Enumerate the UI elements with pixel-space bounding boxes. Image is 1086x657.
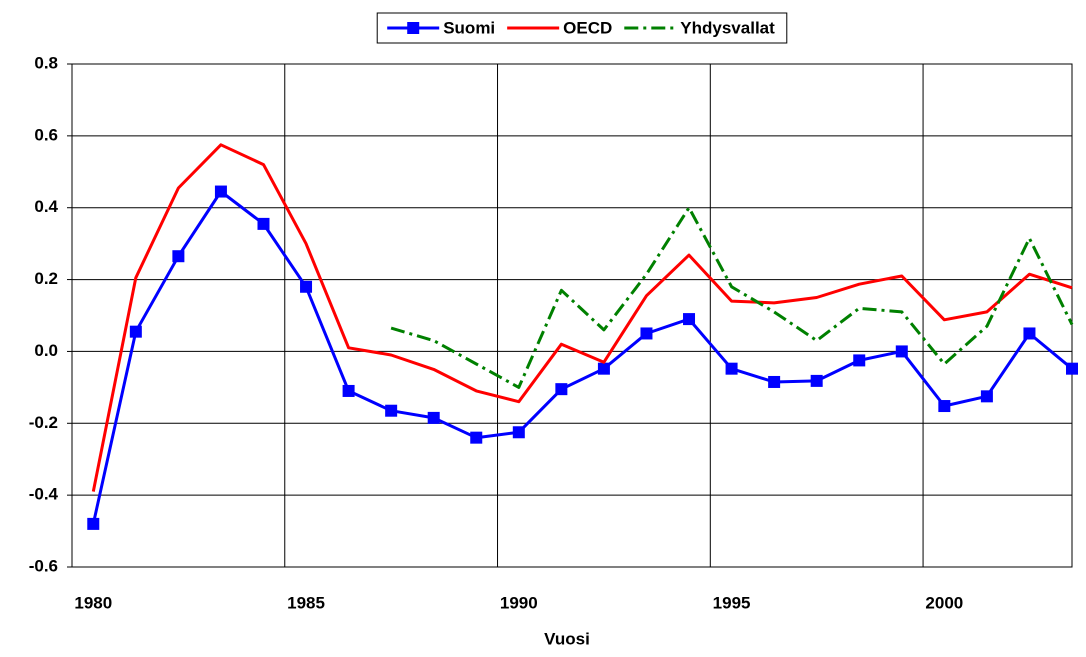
- legend-label: Yhdysvallat: [680, 18, 775, 37]
- x-axis-label: Vuosi: [544, 629, 590, 648]
- marker: [980, 390, 993, 403]
- marker: [470, 431, 483, 444]
- x-tick-label: 1995: [713, 593, 751, 612]
- x-tick-label: 1985: [287, 593, 325, 612]
- marker: [87, 517, 100, 530]
- x-tick-label: 1980: [74, 593, 112, 612]
- marker: [129, 325, 142, 338]
- y-tick-label: 0.6: [34, 125, 58, 144]
- marker: [853, 354, 866, 367]
- x-tick-label: 1990: [500, 593, 538, 612]
- marker: [342, 384, 355, 397]
- marker: [385, 404, 398, 417]
- y-tick-label: 0.2: [34, 269, 58, 288]
- marker: [725, 362, 738, 375]
- y-tick-label: -0.2: [29, 413, 58, 432]
- marker: [1023, 327, 1036, 340]
- legend-box: [376, 12, 788, 44]
- marker: [683, 313, 696, 326]
- legend: Suomi OECD Yhdysvallat: [376, 12, 788, 44]
- marker: [640, 327, 653, 340]
- legend-marker: [407, 22, 420, 34]
- marker: [427, 411, 440, 424]
- series-line: [390, 206, 1074, 389]
- marker: [214, 185, 227, 198]
- marker: [555, 383, 568, 396]
- y-tick-label: 0.0: [34, 341, 58, 360]
- legend-label: Suomi: [443, 18, 495, 37]
- marker: [512, 426, 525, 439]
- marker: [810, 374, 823, 387]
- y-tick-label: 0.8: [34, 53, 58, 72]
- marker: [895, 345, 908, 358]
- marker: [257, 217, 270, 230]
- marker: [938, 400, 951, 413]
- marker: [597, 362, 610, 375]
- y-tick-label: 0.4: [34, 197, 58, 216]
- marker: [1066, 362, 1078, 375]
- marker: [172, 250, 185, 263]
- plot-area: [71, 63, 1073, 568]
- y-tick-label: -0.6: [29, 556, 58, 575]
- y-tick-label: -0.4: [29, 485, 59, 504]
- series-line: [91, 143, 1073, 492]
- marker: [768, 375, 781, 388]
- series-line: [91, 190, 1073, 525]
- x-tick-label: 2000: [925, 593, 963, 612]
- marker: [300, 280, 313, 293]
- legend-label: OECD: [563, 18, 612, 37]
